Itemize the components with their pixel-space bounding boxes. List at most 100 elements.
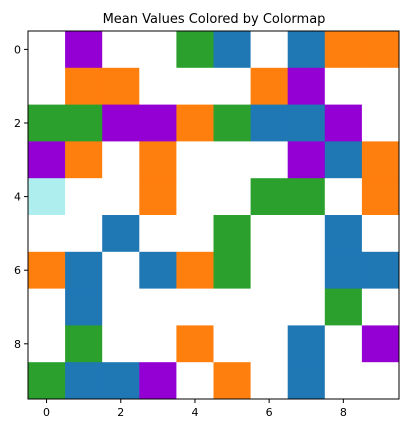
- heatmap-cell: [324, 362, 363, 400]
- y-tick-label: 0: [14, 43, 21, 56]
- heatmap-cell: [287, 362, 326, 400]
- heatmap-cell: [324, 251, 363, 289]
- heatmap-cell: [176, 178, 214, 216]
- heatmap-cell: [28, 251, 66, 289]
- heatmap-cell: [65, 31, 103, 69]
- heatmap-cell: [213, 31, 251, 69]
- heatmap-cell: [213, 104, 251, 142]
- heatmap-cell: [213, 251, 251, 289]
- heatmap-cell: [176, 215, 214, 253]
- heatmap-cell: [213, 362, 251, 400]
- heatmap-cell: [361, 288, 400, 326]
- heatmap-cell: [65, 178, 103, 216]
- heatmap-cell: [139, 104, 177, 142]
- heatmap-cell: [213, 141, 251, 179]
- heatmap-cell: [213, 325, 251, 363]
- heatmap-cell: [287, 325, 326, 363]
- y-tick-label: 6: [14, 264, 21, 277]
- heatmap-cell: [65, 325, 103, 363]
- heatmap-cell: [28, 141, 66, 179]
- heatmap-cell: [139, 251, 177, 289]
- heatmap-cell: [250, 362, 289, 400]
- heatmap-cell: [65, 215, 103, 253]
- heatmap-cells: [28, 31, 400, 400]
- heatmap-cell: [102, 251, 140, 289]
- heatmap-cell: [65, 288, 103, 326]
- heatmap-cell: [65, 104, 103, 142]
- heatmap-cell: [65, 67, 103, 105]
- heatmap-cell: [139, 288, 177, 326]
- y-tick-label: 4: [14, 191, 21, 204]
- x-tick-label: 8: [340, 406, 347, 419]
- heatmap-cell: [176, 288, 214, 326]
- x-tick-label: 2: [117, 406, 124, 419]
- heatmap-cell: [28, 362, 66, 400]
- heatmap-cell: [176, 251, 214, 289]
- x-tick-label: 0: [43, 406, 50, 419]
- heatmap-cell: [176, 141, 214, 179]
- heatmap-cell: [361, 31, 400, 69]
- heatmap-cell: [139, 67, 177, 105]
- heatmap-cell: [361, 362, 400, 400]
- heatmap-cell: [65, 141, 103, 179]
- heatmap-cell: [139, 362, 177, 400]
- heatmap-cell: [324, 325, 363, 363]
- heatmap-cell: [102, 31, 140, 69]
- heatmap-cell: [287, 178, 326, 216]
- heatmap-cell: [324, 178, 363, 216]
- x-axis: 0 2 4 6 8: [43, 399, 347, 419]
- heatmap-cell: [102, 141, 140, 179]
- y-axis: 0 2 4 6 8: [14, 43, 28, 351]
- heatmap-cell: [213, 215, 251, 253]
- heatmap-cell: [324, 104, 363, 142]
- heatmap-cell: [250, 215, 289, 253]
- heatmap-cell: [102, 67, 140, 105]
- heatmap-cell: [361, 251, 400, 289]
- heatmap-cell: [213, 178, 251, 216]
- x-tick-label: 4: [191, 406, 198, 419]
- heatmap-cell: [213, 288, 251, 326]
- heatmap-cell: [324, 215, 363, 253]
- heatmap-cell: [361, 215, 400, 253]
- y-tick-label: 8: [14, 338, 21, 351]
- heatmap-cell: [287, 141, 326, 179]
- heatmap-cell: [28, 104, 66, 142]
- heatmap-cell: [287, 67, 326, 105]
- heatmap-cell: [324, 288, 363, 326]
- heatmap-cell: [28, 288, 66, 326]
- heatmap-cell: [102, 178, 140, 216]
- heatmap-cell: [361, 178, 400, 216]
- heatmap-cell: [176, 67, 214, 105]
- heatmap-cell: [213, 67, 251, 105]
- heatmap-cell: [250, 31, 289, 69]
- heatmap-cell: [139, 215, 177, 253]
- heatmap-cell: [176, 31, 214, 69]
- heatmap-cell: [102, 215, 140, 253]
- heatmap-cell: [361, 325, 400, 363]
- heatmap-cell: [139, 178, 177, 216]
- heatmap-cell: [176, 362, 214, 400]
- heatmap-cell: [287, 104, 326, 142]
- heatmap-cell: [102, 362, 140, 400]
- y-tick-label: 2: [14, 117, 21, 130]
- heatmap-cell: [139, 31, 177, 69]
- heatmap-cell: [287, 288, 326, 326]
- heatmap-cell: [287, 215, 326, 253]
- heatmap-cell: [250, 67, 289, 105]
- heatmap-cell: [139, 325, 177, 363]
- heatmap-cell: [65, 251, 103, 289]
- heatmap-cell: [361, 104, 400, 142]
- heatmap-cell: [361, 141, 400, 179]
- heatmap-cell: [102, 288, 140, 326]
- heatmap-cell: [287, 31, 326, 69]
- heatmap-cell: [250, 178, 289, 216]
- heatmap-cell: [324, 141, 363, 179]
- heatmap-cell: [28, 178, 66, 216]
- heatmap-cell: [65, 362, 103, 400]
- x-tick-label: 6: [266, 406, 273, 419]
- heatmap-cell: [28, 31, 66, 69]
- plot-frame: [27, 30, 400, 400]
- heatmap-cell: [324, 31, 363, 69]
- heatmap-cell: [28, 67, 66, 105]
